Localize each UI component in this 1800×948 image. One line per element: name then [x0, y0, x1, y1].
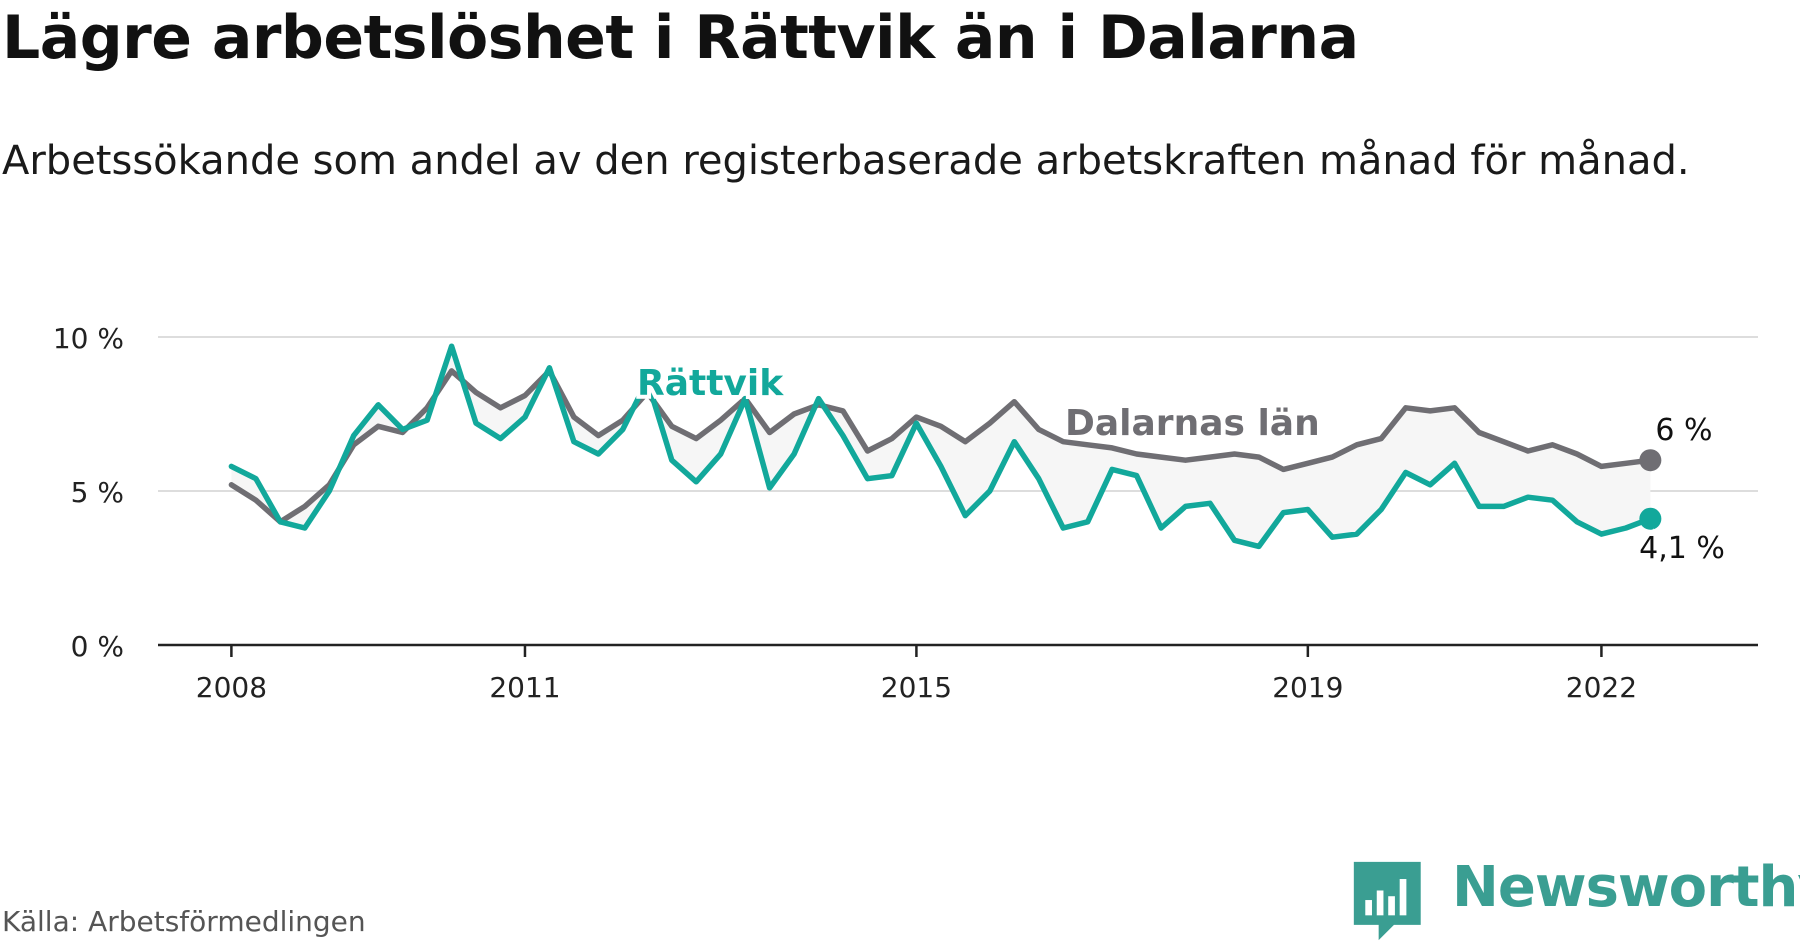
gap-band	[231, 346, 1651, 547]
x-tick-label: 2022	[1566, 671, 1637, 704]
end-point-dalarnas-lan	[1639, 449, 1662, 472]
y-tick-label: 0 %	[71, 630, 124, 663]
newsworthy-wordmark[interactable]: Newsworthy	[1452, 855, 1800, 920]
newsworthy-logo-icon	[1353, 861, 1421, 941]
series-label-dalarnas-lan: Dalarnas län	[1065, 403, 1320, 444]
x-tick-label: 2011	[489, 671, 560, 704]
chart-subtitle: Arbetssökande som andel av den registerb…	[2, 138, 1690, 184]
y-tick-label: 5 %	[71, 476, 124, 509]
end-point-rattvik	[1639, 507, 1662, 530]
source-note: Källa: Arbetsförmedlingen	[2, 905, 366, 938]
x-tick-label: 2015	[881, 671, 952, 704]
series-label-rattvik: Rättvik	[637, 363, 784, 404]
series-line-rattvik	[228, 343, 1654, 550]
chart-title: Lägre arbetslöshet i Rättvik än i Dalarn…	[2, 3, 1359, 73]
end-label-rattvik: 4,1 %	[1639, 531, 1725, 566]
y-tick-label: 10 %	[53, 322, 124, 355]
series-line-dalarnas-lan	[228, 368, 1654, 525]
x-tick-label: 2008	[196, 671, 267, 704]
x-tick-label: 2019	[1272, 671, 1343, 704]
end-label-dalarnas-lan: 6 %	[1655, 413, 1712, 448]
